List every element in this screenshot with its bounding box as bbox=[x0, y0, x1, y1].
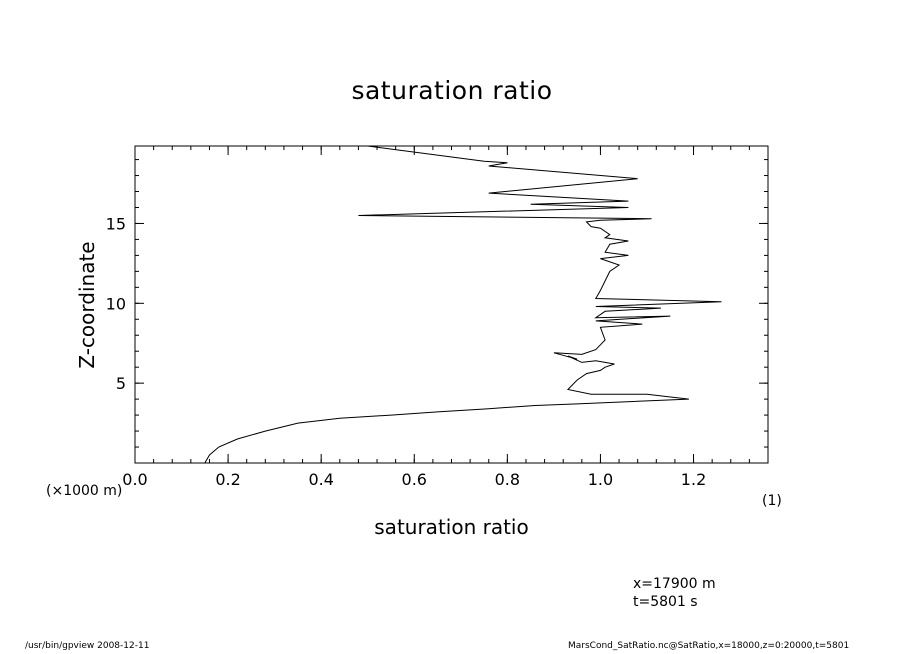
y-tick-label: 5 bbox=[116, 374, 126, 393]
x-position-info: x=17900 m bbox=[633, 576, 716, 592]
x-tick-label: 0.8 bbox=[495, 470, 520, 489]
x-tick-label: 1.2 bbox=[681, 470, 706, 489]
footer-left: /usr/bin/gpview 2008-12-11 bbox=[25, 641, 150, 651]
footer-right: MarsCond_SatRatio.nc@SatRatio,x=18000,z=… bbox=[568, 641, 850, 651]
x-tick-label: 0.4 bbox=[308, 470, 333, 489]
time-info: t=5801 s bbox=[633, 594, 698, 610]
x-tick-label: 1.0 bbox=[588, 470, 613, 489]
x-tick-label: 0.6 bbox=[402, 470, 427, 489]
chart-title: saturation ratio bbox=[351, 76, 553, 105]
x-axis-ticks: 0.0 0.2 0.4 0.6 0.8 1.0 1.2 bbox=[122, 146, 706, 489]
x-tick-label: 0.2 bbox=[215, 470, 240, 489]
x-tick-label: 0.0 bbox=[122, 470, 147, 489]
plot-frame bbox=[134, 145, 769, 464]
y-axis-ticks: 5 10 15 bbox=[106, 214, 768, 393]
y-axis-label: Z-coordinate bbox=[75, 241, 99, 368]
minor-ticks bbox=[134, 146, 769, 463]
y-axis-unit: (×1000 m) bbox=[46, 483, 123, 499]
y-tick-label: 10 bbox=[106, 294, 126, 313]
series-line bbox=[204, 145, 722, 464]
y-tick-label: 15 bbox=[106, 214, 126, 233]
x-axis-label: saturation ratio bbox=[374, 515, 529, 539]
x-axis-unit: (1) bbox=[762, 493, 782, 509]
